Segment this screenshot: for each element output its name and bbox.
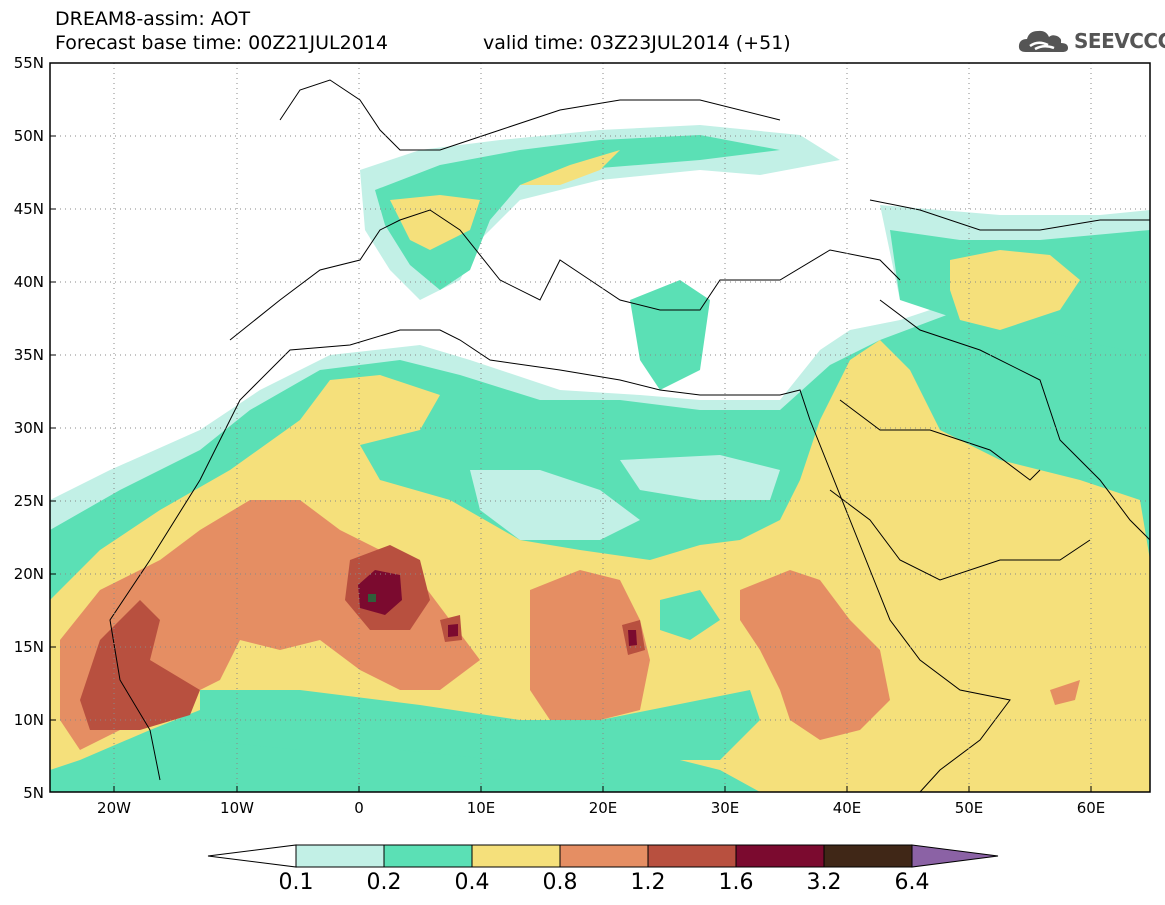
- lon-label-20e: 20E: [588, 799, 618, 817]
- lon-label-0: 0: [354, 799, 364, 817]
- graticule: [50, 63, 1150, 792]
- colorbar-over-arrow: [911, 844, 999, 868]
- lon-label-10w: 10W: [220, 799, 254, 817]
- map-title: DREAM8-assim: AOT: [55, 8, 251, 30]
- colorbar-label-0.1: 0.1: [278, 870, 314, 895]
- aot-band-1.2: [80, 600, 200, 730]
- lat-label-15n: 15N: [13, 638, 44, 656]
- colorbar-label-6.4: 6.4: [894, 870, 930, 895]
- lat-label-35n: 35N: [13, 346, 44, 364]
- valid-time: valid time: 03Z23JUL2014 (+51): [483, 32, 791, 54]
- lat-label-40n: 40N: [13, 273, 44, 291]
- colorbar-label-1.6: 1.6: [718, 870, 754, 895]
- colorbar-label-0.2: 0.2: [366, 870, 402, 895]
- colorbar-label-0.4: 0.4: [454, 870, 490, 895]
- lat-label-30n: 30N: [13, 419, 44, 437]
- colorbar-bin-0.1-0.2: [295, 844, 385, 868]
- lon-label-50e: 50E: [954, 799, 984, 817]
- lon-label-30e: 30E: [710, 799, 740, 817]
- seevccc-logo: SEEVCCC: [1018, 26, 1165, 56]
- coastlines: [109, 79, 1151, 793]
- colorbar-label-1.2: 1.2: [630, 870, 666, 895]
- lat-label-10n: 10N: [13, 711, 44, 729]
- lon-label-40e: 40E: [832, 799, 862, 817]
- colorbar-bin-0.8-1.2: [559, 844, 649, 868]
- lat-label-25n: 25N: [13, 492, 44, 510]
- colorbar-bin-3.2-6.4: [823, 844, 913, 868]
- logo-text: SEEVCCC: [1074, 29, 1165, 53]
- lat-label-20n: 20N: [13, 565, 44, 583]
- lon-label-20w: 20W: [97, 799, 131, 817]
- colorbar-under-arrow: [207, 844, 297, 868]
- aot-band-1.6: [358, 570, 402, 615]
- lat-label-55n: 55N: [13, 54, 44, 72]
- colorbar-label-3.2: 3.2: [806, 870, 842, 895]
- lon-label-60e: 60E: [1076, 799, 1106, 817]
- colorbar-bin-1.2-1.6: [647, 844, 737, 868]
- lon-label-10e: 10E: [466, 799, 496, 817]
- forecast-base-time: Forecast base time: 00Z21JUL2014: [55, 32, 388, 54]
- lat-label-45n: 45N: [13, 200, 44, 218]
- colorbar-label-0.8: 0.8: [542, 870, 578, 895]
- cloud-icon: [1018, 30, 1068, 52]
- lat-label-50n: 50N: [13, 127, 44, 145]
- colorbar-bin-0.2-0.4: [383, 844, 473, 868]
- colorbar: [207, 844, 999, 868]
- colorbar-bin-0.4-0.8: [471, 844, 561, 868]
- lat-label-5n: 5N: [23, 784, 44, 802]
- colorbar-bin-1.6-3.2: [735, 844, 825, 868]
